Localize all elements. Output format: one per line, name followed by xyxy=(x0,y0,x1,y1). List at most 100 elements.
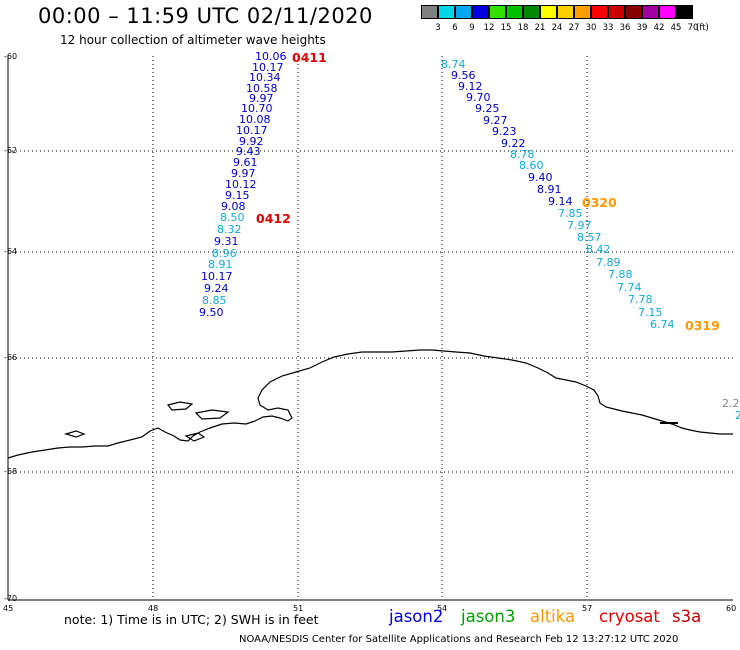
swh-value: 9.25 xyxy=(475,102,500,115)
swh-value: 7.15 xyxy=(638,306,663,319)
swh-value: 9.61 xyxy=(233,156,258,169)
swh-value-edge: 2 xyxy=(735,409,740,422)
lon-label: 54 xyxy=(437,604,448,613)
color-scale-swatch xyxy=(472,5,489,19)
color-scale-swatch xyxy=(540,5,557,19)
swh-value: 10.34 xyxy=(249,71,281,84)
lon-label: 60 xyxy=(726,604,737,613)
lat-label: -62 xyxy=(4,146,18,155)
color-scale-swatch xyxy=(523,5,540,19)
swh-value: 10.17 xyxy=(252,61,284,74)
color-scale-swatch xyxy=(608,5,625,19)
swh-value: 8.91 xyxy=(208,258,233,271)
swh-value: 8.96 xyxy=(212,247,237,260)
swh-value: 8.78 xyxy=(510,148,535,161)
swh-value: 9.14 xyxy=(548,195,573,208)
color-scale-label: 27 xyxy=(568,23,580,33)
color-scale-label: 70 xyxy=(687,23,699,33)
credit-line: NOAA/NESDIS Center for Satellite Applica… xyxy=(239,634,679,645)
swh-value: 9.27 xyxy=(483,114,508,127)
swh-value: 8.91 xyxy=(537,183,562,196)
legend-jason3: jason3 xyxy=(461,607,516,626)
swh-value: 9.08 xyxy=(221,200,246,213)
color-scale-swatch xyxy=(557,5,574,19)
swh-value: 8.60 xyxy=(519,159,544,172)
color-scale-swatch xyxy=(438,5,455,19)
swh-value: 8.74 xyxy=(441,58,466,71)
swh-value-edge: 2.2 xyxy=(722,397,740,410)
swh-value: 8.57 xyxy=(577,231,602,244)
coastal-island-3 xyxy=(63,430,86,438)
swh-value: 7.78 xyxy=(628,293,653,306)
antarctica-coastline xyxy=(7,349,733,459)
color-scale-label: 6 xyxy=(452,23,458,33)
color-scale-swatch xyxy=(642,5,659,19)
swh-value: 10.12 xyxy=(225,178,257,191)
color-scale-swatch xyxy=(421,5,438,19)
swh-value: 8.42 xyxy=(586,243,611,256)
swh-value: 10.58 xyxy=(246,82,278,95)
color-scale-label: 36 xyxy=(619,23,631,33)
lat-label: -68 xyxy=(4,467,18,476)
color-scale-label: 21 xyxy=(534,23,546,33)
lat-label: -70 xyxy=(4,594,18,603)
swh-value: 9.92 xyxy=(239,135,264,148)
swh-value: 10.70 xyxy=(241,102,273,115)
swh-value: 9.97 xyxy=(231,167,256,180)
swh-value: 10.17 xyxy=(236,124,268,137)
swh-value: 10.08 xyxy=(239,113,271,126)
swh-value: 9.24 xyxy=(204,282,229,295)
page-subtitle: 12 hour collection of altimeter wave hei… xyxy=(60,33,326,47)
color-scale-unit: (ft) xyxy=(696,23,709,33)
legend-s3a: s3a xyxy=(672,607,702,626)
lon-label: 57 xyxy=(582,604,593,613)
color-scale-label: 18 xyxy=(517,23,529,33)
lat-label: -66 xyxy=(4,353,18,362)
pass-label: 0412 xyxy=(256,211,291,226)
longitude-gridlines xyxy=(152,56,588,600)
legend-altika: altika xyxy=(530,607,576,626)
swh-value: 9.43 xyxy=(236,145,261,158)
swh-value: 7.89 xyxy=(596,256,621,269)
swh-value: 9.31 xyxy=(214,235,239,248)
swh-value: 9.12 xyxy=(458,80,483,93)
swh-value: 6.74 xyxy=(650,318,675,331)
swh-value: 9.56 xyxy=(451,69,476,82)
swh-value: 8.32 xyxy=(217,223,242,236)
swh-value: 9.23 xyxy=(492,125,517,138)
swh-value: 9.97 xyxy=(249,92,274,105)
coastal-island-4 xyxy=(184,432,206,442)
lon-label: 48 xyxy=(148,604,159,613)
page-title: 00:00 – 11:59 UTC 02/11/2020 xyxy=(38,4,373,28)
legend-cryosat: cryosat xyxy=(599,607,660,626)
swh-value: 8.50 xyxy=(220,211,245,224)
swh-value: 8.85 xyxy=(202,294,227,307)
swh-value: 9.50 xyxy=(199,306,224,319)
swh-value: 9.22 xyxy=(501,137,526,150)
pass-label: 0320 xyxy=(582,195,617,210)
pass-label: 0319 xyxy=(685,318,720,333)
legend-jason2: jason2 xyxy=(389,607,444,626)
units-note: note: 1) Time is in UTC; 2) SWH is in fe… xyxy=(64,612,319,627)
lat-label: -60 xyxy=(4,52,18,61)
lon-label: 45 xyxy=(3,604,14,613)
swh-value: 7.97 xyxy=(567,219,592,232)
lat-label: -64 xyxy=(4,247,18,256)
color-scale-label: 33 xyxy=(602,23,614,33)
swh-value: 7.88 xyxy=(608,268,633,281)
swh-value: 10.06 xyxy=(255,50,287,63)
color-scale-swatch xyxy=(506,5,523,19)
color-scale-swatch xyxy=(489,5,506,19)
color-scale-label: 39 xyxy=(636,23,648,33)
color-scale-label: 9 xyxy=(469,23,475,33)
lon-label: 51 xyxy=(293,604,304,613)
swh-value: 9.15 xyxy=(225,189,250,202)
color-scale-label: 45 xyxy=(670,23,682,33)
color-scale-swatch xyxy=(625,5,642,19)
coastal-island-1 xyxy=(166,401,194,411)
color-scale-label: 42 xyxy=(653,23,665,33)
coastal-island-2 xyxy=(194,409,230,420)
pass-label: 0411 xyxy=(292,50,327,65)
color-scale-label: 15 xyxy=(500,23,512,33)
